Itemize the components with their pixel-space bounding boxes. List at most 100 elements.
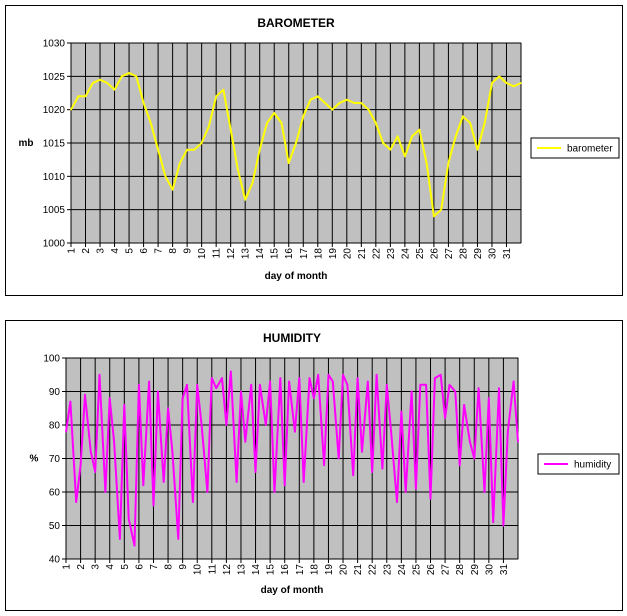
y-tick-label: 40: [49, 555, 61, 566]
data-point: [324, 102, 326, 104]
x-tick-label: 31: [499, 564, 510, 576]
legend-label: humidity: [574, 460, 611, 471]
x-tick-label: 27: [441, 564, 452, 576]
data-point: [313, 397, 315, 399]
x-tick-label: 13: [236, 564, 247, 576]
data-point: [433, 215, 435, 218]
data-point: [259, 384, 261, 386]
data-point: [206, 491, 209, 493]
x-tick-label: 20: [342, 248, 353, 260]
data-point: [123, 404, 126, 406]
data-point: [418, 128, 421, 131]
data-point: [483, 491, 486, 493]
data-point: [294, 430, 296, 433]
data-point: [512, 85, 515, 88]
data-point: [469, 440, 471, 443]
data-point: [367, 380, 369, 383]
data-point: [415, 487, 417, 490]
x-tick-label: 21: [353, 564, 364, 576]
data-point: [337, 457, 340, 460]
data-point: [396, 135, 399, 138]
data-point: [229, 128, 232, 131]
data-point: [429, 497, 432, 500]
x-tick-label: 29: [470, 564, 481, 576]
x-tick-label: 17: [299, 248, 310, 260]
data-point: [84, 394, 86, 396]
x-tick-label: 14: [251, 564, 262, 576]
data-point: [142, 484, 145, 487]
x-tick-label: 15: [270, 248, 281, 260]
data-point: [162, 481, 165, 483]
y-tick-label: 1005: [43, 205, 66, 216]
legend: humidity: [537, 453, 620, 475]
y-tick-label: 90: [49, 387, 61, 398]
x-tick-label: 15: [266, 564, 277, 576]
y-tick-label: 50: [49, 521, 61, 532]
x-tick-label: 26: [429, 248, 440, 260]
x-tick-label: 16: [280, 564, 291, 576]
y-tick-label: 1015: [43, 139, 66, 150]
data-point: [302, 115, 305, 118]
data-point: [454, 390, 457, 393]
x-tick-label: 7: [154, 248, 165, 254]
data-point: [385, 384, 388, 386]
data-point: [251, 182, 254, 184]
data-point: [327, 373, 330, 376]
data-point: [69, 400, 72, 403]
data-point: [295, 142, 297, 144]
data-point: [498, 387, 500, 389]
data-point: [492, 521, 495, 523]
x-tick-label: 8: [164, 564, 175, 570]
data-point: [221, 377, 223, 379]
data-point: [477, 387, 480, 389]
data-point: [390, 430, 392, 433]
data-point: [332, 380, 334, 383]
data-point: [138, 384, 140, 386]
data-point: [502, 524, 505, 527]
data-point: [439, 373, 442, 376]
x-tick-label: 1: [62, 564, 73, 570]
data-point: [208, 125, 210, 128]
data-point: [444, 417, 446, 420]
x-tick-label: 28: [455, 564, 466, 576]
data-point: [411, 135, 413, 138]
x-tick-label: 14: [255, 248, 266, 260]
data-point: [371, 471, 373, 473]
x-tick-label: 9: [183, 248, 194, 254]
data-point: [258, 148, 261, 151]
data-point: [287, 162, 290, 164]
data-point: [65, 430, 67, 433]
data-point: [419, 384, 422, 386]
y-tick-label: 1010: [43, 172, 66, 183]
data-point: [400, 410, 403, 413]
x-tick-label: 30: [484, 564, 495, 576]
barometer-chart-panel: BAROMETER 1000 1005 1010 1015 1020 1025 1030 1 2 3…: [5, 5, 623, 296]
data-point: [240, 390, 242, 393]
data-point: [193, 148, 196, 151]
data-point: [181, 397, 184, 399]
data-point: [298, 377, 301, 379]
data-point: [323, 464, 325, 466]
data-point: [279, 377, 282, 379]
data-point: [215, 387, 217, 389]
x-tick-label: 19: [324, 564, 335, 576]
x-tick-label: 20: [339, 564, 350, 576]
data-point: [454, 135, 457, 138]
data-point: [269, 380, 271, 383]
x-tick-label: 11: [207, 564, 218, 575]
data-point: [434, 377, 436, 379]
data-point: [179, 162, 181, 164]
data-point: [157, 390, 159, 393]
data-point: [346, 384, 349, 386]
x-tick-label: 25: [415, 248, 426, 260]
data-point: [338, 102, 341, 104]
data-point: [167, 407, 169, 410]
x-tick-label: 24: [400, 248, 411, 260]
data-point: [425, 162, 428, 164]
data-point: [164, 175, 167, 178]
data-point: [186, 148, 188, 151]
x-tick-label: 18: [313, 248, 324, 260]
data-point: [150, 122, 152, 124]
data-point: [505, 82, 508, 84]
